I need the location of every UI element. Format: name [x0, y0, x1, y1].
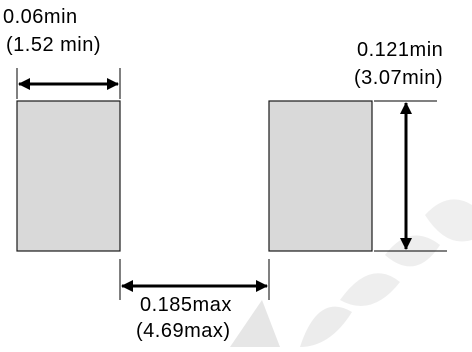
pad-width-metric-label: (1.52 min) — [6, 34, 102, 56]
left-pad — [16, 100, 121, 252]
pad-gap-imperial-label: 0.185max — [140, 294, 232, 316]
right-pad — [268, 100, 373, 252]
pad-length-imperial-label: 0.121min — [357, 39, 444, 61]
pad-width-imperial-label: 0.06min — [3, 6, 78, 28]
pad-length-metric-label: (3.07min) — [354, 67, 443, 89]
pad-gap-metric-label: (4.69max) — [136, 320, 231, 342]
